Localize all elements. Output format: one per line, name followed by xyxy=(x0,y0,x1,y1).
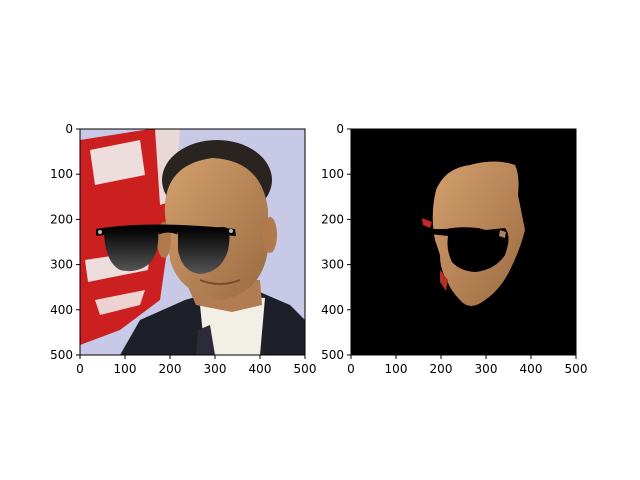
sunglasses-icon xyxy=(96,224,236,274)
left-y-tick-label: 100 xyxy=(50,167,73,181)
right-y-tick-label: 400 xyxy=(321,303,344,317)
left-x-tick-label: 400 xyxy=(249,362,272,376)
left-axes-frame xyxy=(79,128,306,356)
right-axes-frame xyxy=(350,128,577,356)
right-x-tick-label: 0 xyxy=(347,362,355,376)
right-y-tick-label: 300 xyxy=(321,258,344,272)
left-x-tick-label: 200 xyxy=(159,362,182,376)
right-image xyxy=(351,129,576,355)
right-y-tick-label: 500 xyxy=(321,348,344,362)
right-x-tick-label: 100 xyxy=(385,362,408,376)
right-y-tick-label: 200 xyxy=(321,212,344,226)
left-image xyxy=(80,129,305,355)
left-x-tick-label: 0 xyxy=(76,362,84,376)
right-y-tick-label: 100 xyxy=(321,167,344,181)
left-y-tick-label: 300 xyxy=(50,258,73,272)
left-y-tick-label: 500 xyxy=(50,348,73,362)
left-y-tick-label: 0 xyxy=(65,122,73,136)
left-x-tick-label: 100 xyxy=(114,362,137,376)
left-x-tick-label: 300 xyxy=(204,362,227,376)
right-y-tick-label: 0 xyxy=(336,122,344,136)
left-y-tick-label: 400 xyxy=(50,303,73,317)
right-x-tick-label: 200 xyxy=(430,362,453,376)
right-x-tick-label: 500 xyxy=(565,362,588,376)
left-y-tick-label: 200 xyxy=(50,212,73,226)
right-x-tick-label: 300 xyxy=(475,362,498,376)
left-x-tick-label: 500 xyxy=(294,362,317,376)
right-x-tick-label: 400 xyxy=(520,362,543,376)
